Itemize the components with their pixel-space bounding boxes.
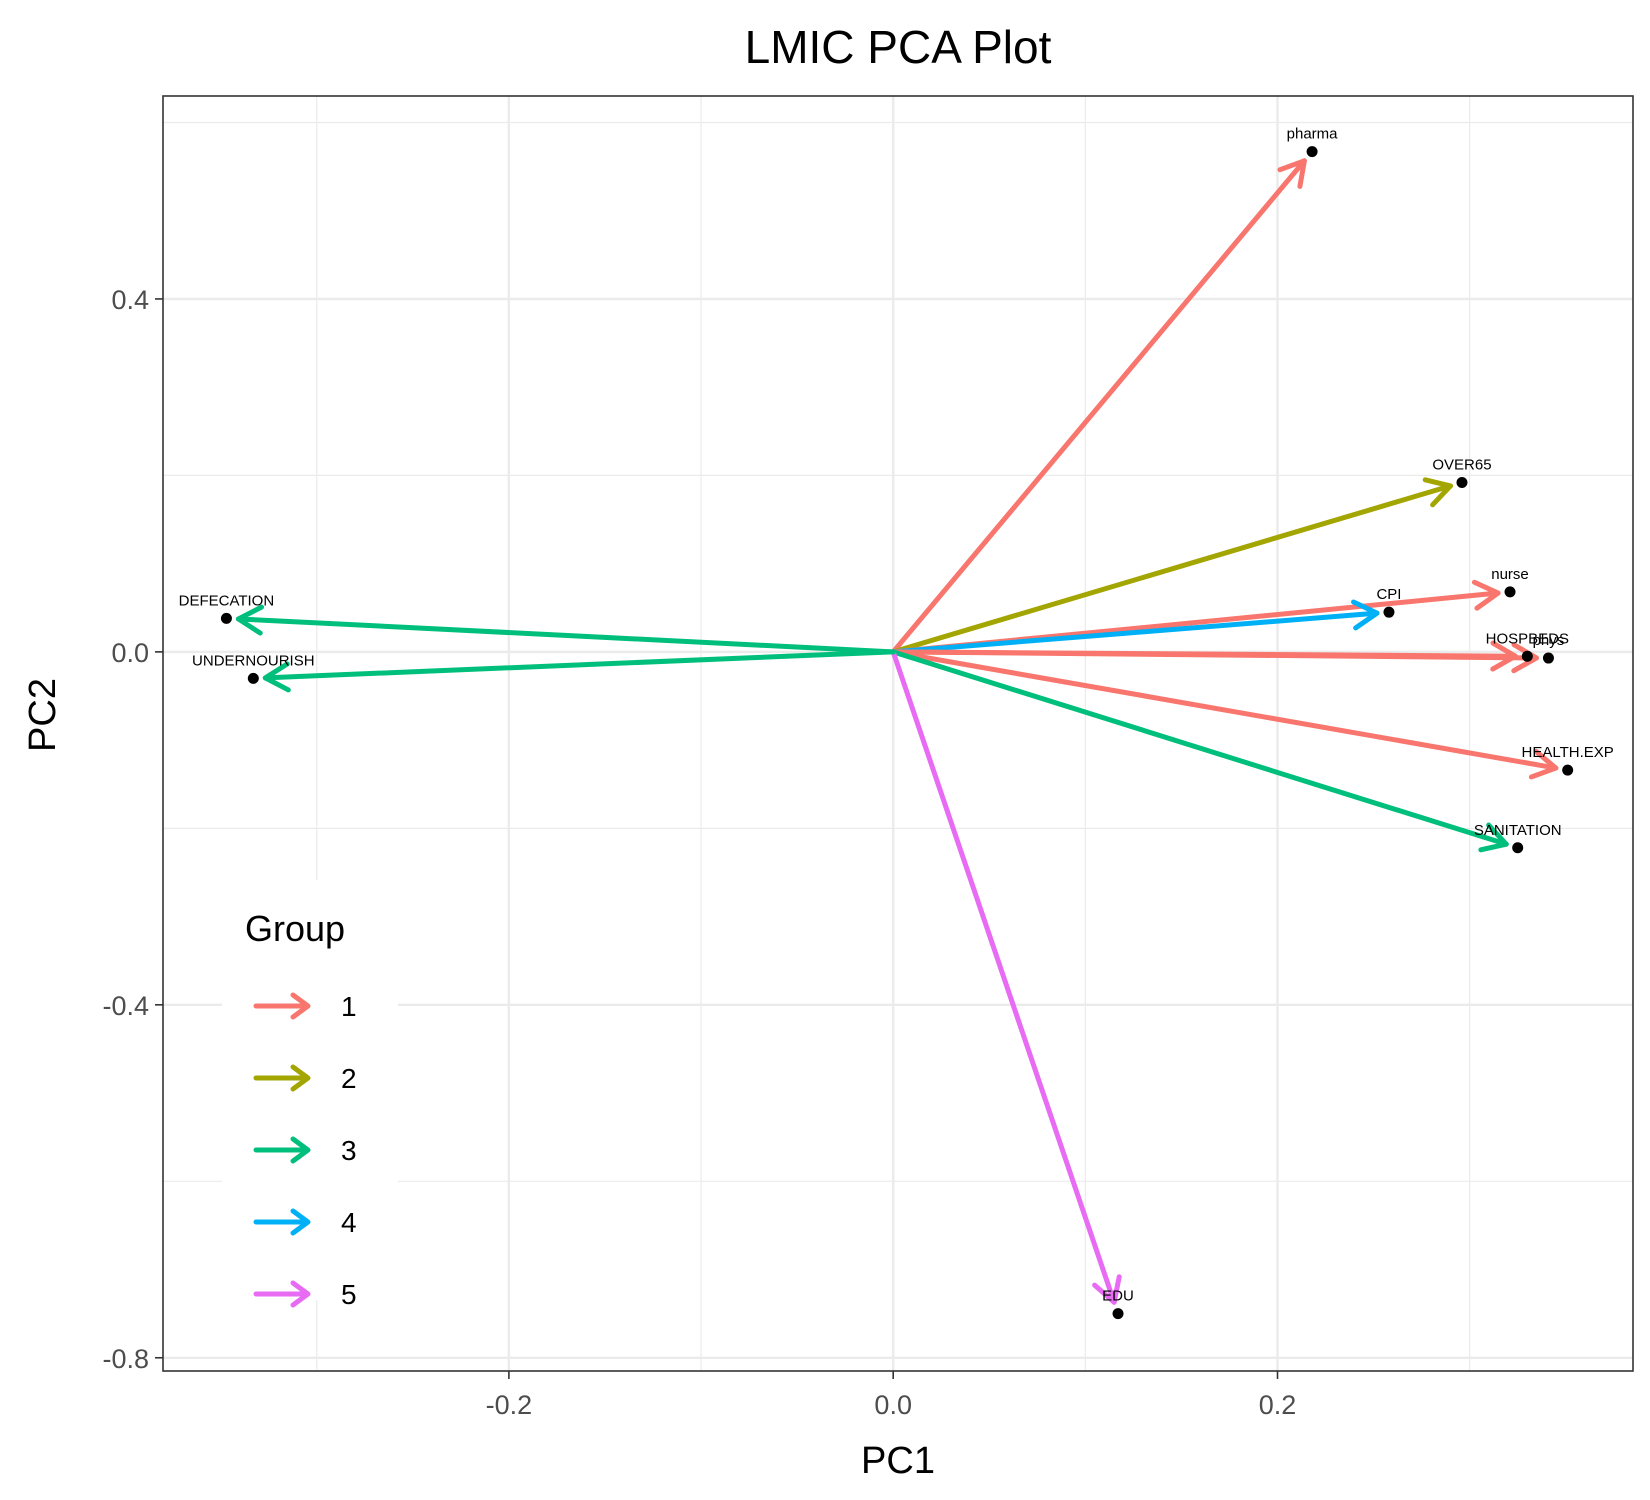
vector-label: UNDERNOURISH xyxy=(192,652,315,669)
grid-lines xyxy=(163,96,1633,1371)
legend-key-arrowhead xyxy=(290,992,311,1020)
vector-shaft xyxy=(235,616,896,655)
x-tick-label: -0.2 xyxy=(486,1390,533,1420)
vector-shaft xyxy=(262,649,896,681)
arrowhead xyxy=(1351,599,1380,631)
y-tick-label: 0.0 xyxy=(111,638,149,668)
panel-background xyxy=(163,96,1633,1371)
arrowhead xyxy=(1092,1274,1122,1305)
vector-endpoint xyxy=(1542,652,1554,664)
arrowhead xyxy=(1277,158,1307,189)
vector-defecation: DEFECATION xyxy=(179,592,896,655)
legend-item-3: 3 xyxy=(253,1135,357,1166)
vector-label: nurse xyxy=(1491,566,1529,583)
vector-endpoint xyxy=(1512,842,1524,854)
vector-endpoint xyxy=(1383,606,1395,618)
y-tick-label: -0.8 xyxy=(102,1344,149,1374)
legend-background xyxy=(222,880,398,1300)
arrowhead xyxy=(1478,822,1509,853)
vector-label: phys xyxy=(1533,632,1565,649)
vector-pharma: pharma xyxy=(890,126,1339,655)
arrowhead xyxy=(1511,642,1539,674)
arrowhead xyxy=(1471,579,1501,611)
legend-label: 2 xyxy=(341,1063,357,1094)
y-tick-label: -0.4 xyxy=(102,991,149,1021)
vector-edu: EDU xyxy=(890,649,1134,1320)
x-tick-label: 0.0 xyxy=(874,1390,912,1420)
legend-item-1: 1 xyxy=(253,991,357,1022)
vector-label: EDU xyxy=(1102,1288,1134,1305)
vector-endpoint xyxy=(1306,146,1318,158)
vector-label: HEALTH.EXP xyxy=(1522,744,1614,761)
legend-item-5: 5 xyxy=(253,1279,357,1310)
x-axis-title: PC1 xyxy=(861,1440,935,1482)
vector-label: HOSPBEDS xyxy=(1486,630,1569,647)
legend-label: 1 xyxy=(341,991,357,1022)
vector-endpoint xyxy=(1562,764,1574,776)
vector-label: pharma xyxy=(1287,126,1339,143)
vector-endpoint xyxy=(247,672,259,684)
arrowhead xyxy=(1490,640,1518,672)
y-tick-label: 0.4 xyxy=(111,285,149,315)
vector-health-exp: HEALTH.EXP xyxy=(890,649,1614,780)
y-axis-title: PC2 xyxy=(22,678,64,752)
vector-endpoint xyxy=(1112,1308,1124,1320)
vector-shaft xyxy=(890,610,1380,655)
axes: -0.2 0.0 0.2 0.4 0.0 -0.4 -0.8 xyxy=(102,285,1296,1420)
legend-key-arrowhead xyxy=(290,1136,311,1164)
legend-item-2: 2 xyxy=(253,1063,357,1094)
legend-label: 5 xyxy=(341,1279,357,1310)
vector-shaft xyxy=(890,649,1559,771)
legend: Group 1 2 3 4 5 xyxy=(222,880,398,1310)
vector-endpoint xyxy=(1521,650,1533,662)
legend-key-arrowhead xyxy=(290,1280,311,1308)
vector-shaft xyxy=(890,158,1307,655)
legend-label: 3 xyxy=(341,1135,357,1166)
arrowhead xyxy=(262,661,291,693)
legend-key-arrowhead xyxy=(290,1064,311,1092)
x-tick-label: 0.2 xyxy=(1259,1390,1297,1420)
vector-label: SANITATION xyxy=(1474,822,1562,839)
legend-item-4: 4 xyxy=(253,1207,357,1238)
vector-shaft xyxy=(890,483,1453,655)
vector-label: OVER65 xyxy=(1432,456,1491,473)
vector-label: DEFECATION xyxy=(179,592,275,609)
legend-title: Group xyxy=(245,908,345,949)
vector-label: CPI xyxy=(1376,586,1401,603)
arrowhead xyxy=(1528,748,1559,780)
vector-hospbeds: HOSPBEDS xyxy=(890,630,1569,672)
vector-over65: OVER65 xyxy=(890,456,1492,655)
vector-shaft xyxy=(890,649,1117,1305)
arrowhead xyxy=(235,604,265,636)
legend-key-arrowhead xyxy=(290,1208,311,1236)
vector-shaft xyxy=(890,649,1509,847)
legend-label: 4 xyxy=(341,1207,357,1238)
vector-sanitation: SANITATION xyxy=(890,649,1562,854)
vector-shaft xyxy=(890,649,1518,659)
vector-cpi: CPI xyxy=(890,586,1401,655)
arrowhead xyxy=(1422,477,1453,508)
panel-border xyxy=(162,95,1634,1372)
vector-undernourish: UNDERNOURISH xyxy=(192,649,896,693)
vector-endpoint xyxy=(1456,476,1468,488)
vector-endpoint xyxy=(220,612,232,624)
chart-title: LMIC PCA Plot xyxy=(745,21,1052,73)
vector-endpoint xyxy=(1504,586,1516,598)
